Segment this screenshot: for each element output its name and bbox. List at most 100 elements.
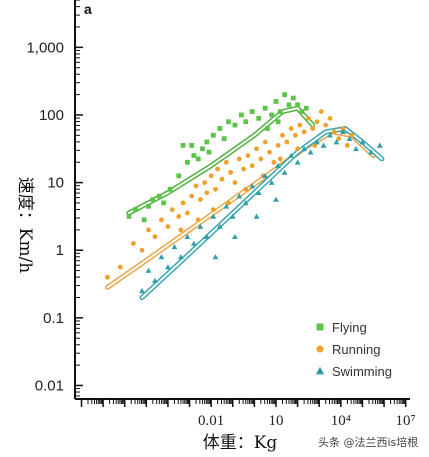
point-flying-1 xyxy=(133,207,138,213)
point-running-10 xyxy=(180,200,186,206)
point-flying-10 xyxy=(184,159,190,165)
point-swimming-6 xyxy=(178,254,184,260)
point-running-36 xyxy=(288,126,294,131)
point-running-30 xyxy=(262,139,268,145)
point-running-55 xyxy=(243,186,249,192)
legend-label-running: Running xyxy=(332,342,380,357)
point-running-12 xyxy=(189,193,195,199)
point-swimming-15 xyxy=(236,193,243,199)
point-swimming-24 xyxy=(294,159,301,165)
point-swimming-8 xyxy=(190,240,197,246)
point-running-47 xyxy=(336,136,342,142)
point-flying-25 xyxy=(256,115,262,121)
point-running-48 xyxy=(340,126,346,131)
point-running-33 xyxy=(275,142,281,148)
point-swimming-28 xyxy=(320,142,327,148)
point-swimming-2 xyxy=(152,277,158,283)
point-swimming-0 xyxy=(139,287,145,294)
point-swimming-39 xyxy=(253,213,260,219)
point-running-23 xyxy=(232,180,238,185)
point-running-28 xyxy=(254,146,259,152)
fit-line-flying xyxy=(128,107,314,214)
point-swimming-16 xyxy=(242,200,249,206)
point-running-53 xyxy=(210,207,216,213)
legend-label-flying: Flying xyxy=(332,320,367,335)
point-flying-20 xyxy=(226,119,231,125)
point-swimming-17 xyxy=(249,183,256,189)
point-running-5 xyxy=(152,234,158,240)
legend: Flying Running Swimming xyxy=(315,320,392,379)
point-flying-26 xyxy=(262,105,268,111)
point-swimming-25 xyxy=(301,145,307,152)
fit-band-running xyxy=(104,129,376,290)
point-flying-37 xyxy=(264,126,270,131)
point-swimming-12 xyxy=(216,223,223,229)
point-flying-5 xyxy=(156,193,162,199)
point-swimming-40 xyxy=(273,196,279,202)
point-flying-21 xyxy=(232,122,238,128)
point-swimming-14 xyxy=(229,213,236,219)
point-running-0 xyxy=(105,274,110,280)
point-running-39 xyxy=(301,129,307,135)
point-swimming-27 xyxy=(314,139,320,145)
point-swimming-4 xyxy=(165,264,171,270)
point-swimming-30 xyxy=(333,139,340,145)
legend-marker-flying xyxy=(316,323,324,331)
point-flying-31 xyxy=(286,102,292,108)
point-running-54 xyxy=(226,200,231,206)
point-flying-35 xyxy=(303,105,309,111)
data-points xyxy=(105,92,383,294)
x-tick-label-3: 10⁷ xyxy=(396,413,416,429)
legend-marker-swimming xyxy=(315,366,325,375)
point-running-34 xyxy=(280,132,285,138)
point-running-27 xyxy=(249,163,255,169)
point-running-52 xyxy=(195,217,201,223)
point-running-16 xyxy=(204,190,210,196)
point-swimming-9 xyxy=(197,223,204,229)
point-flying-24 xyxy=(249,109,255,114)
x-ticks: 0.01 10 10⁴ 10⁷ xyxy=(80,399,416,429)
point-running-21 xyxy=(223,159,229,165)
point-flying-16 xyxy=(206,149,212,155)
point-running-37 xyxy=(293,132,298,138)
point-flying-32 xyxy=(290,95,296,101)
x-axis-title: 体重：Kg xyxy=(203,433,278,453)
point-running-20 xyxy=(219,176,225,182)
point-running-2 xyxy=(130,241,136,246)
point-running-25 xyxy=(241,166,246,172)
point-running-3 xyxy=(139,247,145,253)
point-running-49 xyxy=(344,142,350,148)
point-running-29 xyxy=(258,156,264,162)
point-running-18 xyxy=(213,186,218,192)
point-running-31 xyxy=(267,149,272,155)
point-flying-0 xyxy=(126,214,132,219)
point-flying-2 xyxy=(141,217,147,223)
point-swimming-1 xyxy=(145,267,152,273)
y-tick-label-3: 1 xyxy=(56,242,64,259)
point-swimming-36 xyxy=(376,142,383,148)
point-flying-9 xyxy=(180,142,186,148)
point-swimming-18 xyxy=(255,189,262,196)
y-tick-label-1: 100 xyxy=(39,107,64,124)
point-running-1 xyxy=(117,264,123,270)
point-flying-8 xyxy=(176,173,182,179)
point-swimming-26 xyxy=(307,149,314,155)
point-swimming-38 xyxy=(232,233,238,239)
point-running-15 xyxy=(202,180,208,185)
y-ticks: 1,000 100 10 1 0.1 0.01 xyxy=(26,0,83,397)
point-flying-15 xyxy=(204,139,210,145)
point-swimming-21 xyxy=(275,162,282,168)
point-running-44 xyxy=(323,122,329,128)
point-running-11 xyxy=(184,210,190,216)
point-flying-11 xyxy=(189,142,195,148)
point-flying-12 xyxy=(191,153,197,158)
point-running-45 xyxy=(327,115,333,121)
fit-band-swimming xyxy=(139,125,385,301)
point-flying-23 xyxy=(243,119,249,125)
point-running-32 xyxy=(271,159,277,165)
watermark-text: 头条 @法兰西is培根 xyxy=(318,435,418,449)
point-running-4 xyxy=(146,227,151,233)
point-flying-6 xyxy=(161,200,167,206)
point-running-35 xyxy=(284,139,290,145)
